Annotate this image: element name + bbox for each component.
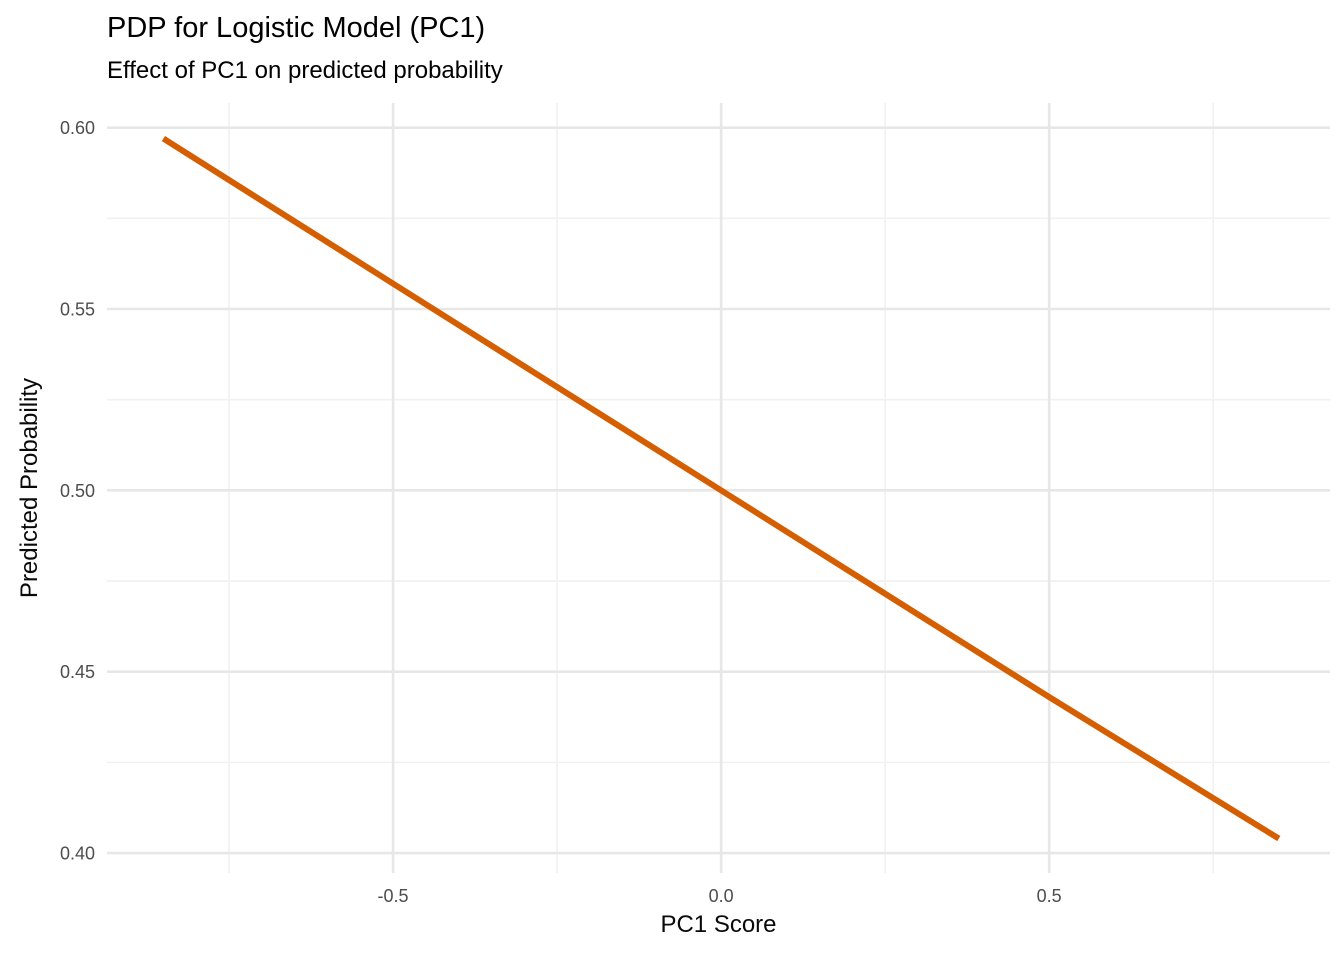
y-tick-label: 0.50 — [60, 481, 95, 501]
gridlines-major — [107, 103, 1330, 873]
y-tick-label: 0.40 — [60, 844, 95, 864]
gridlines-minor — [107, 103, 1330, 873]
data-layer — [161, 136, 1281, 842]
x-tick-label: -0.5 — [378, 886, 409, 906]
chart-title: PDP for Logistic Model (PC1) — [107, 12, 486, 44]
x-tick-label: 0.0 — [709, 886, 734, 906]
x-axis-title: PC1 Score — [660, 911, 777, 938]
y-tick-label: 0.60 — [60, 118, 95, 138]
y-axis-title: Predicted Probability — [16, 377, 43, 599]
y-tick-label: 0.45 — [60, 662, 95, 682]
chart-subtitle: Effect of PC1 on predicted probability — [107, 57, 503, 84]
pdp-line — [161, 136, 1281, 842]
axis-tick-labels: 0.40 0.45 0.50 0.55 0.60 -0.5 0.0 0.5 — [60, 118, 1062, 906]
y-tick-label: 0.55 — [60, 300, 95, 320]
x-tick-label: 0.5 — [1037, 886, 1062, 906]
